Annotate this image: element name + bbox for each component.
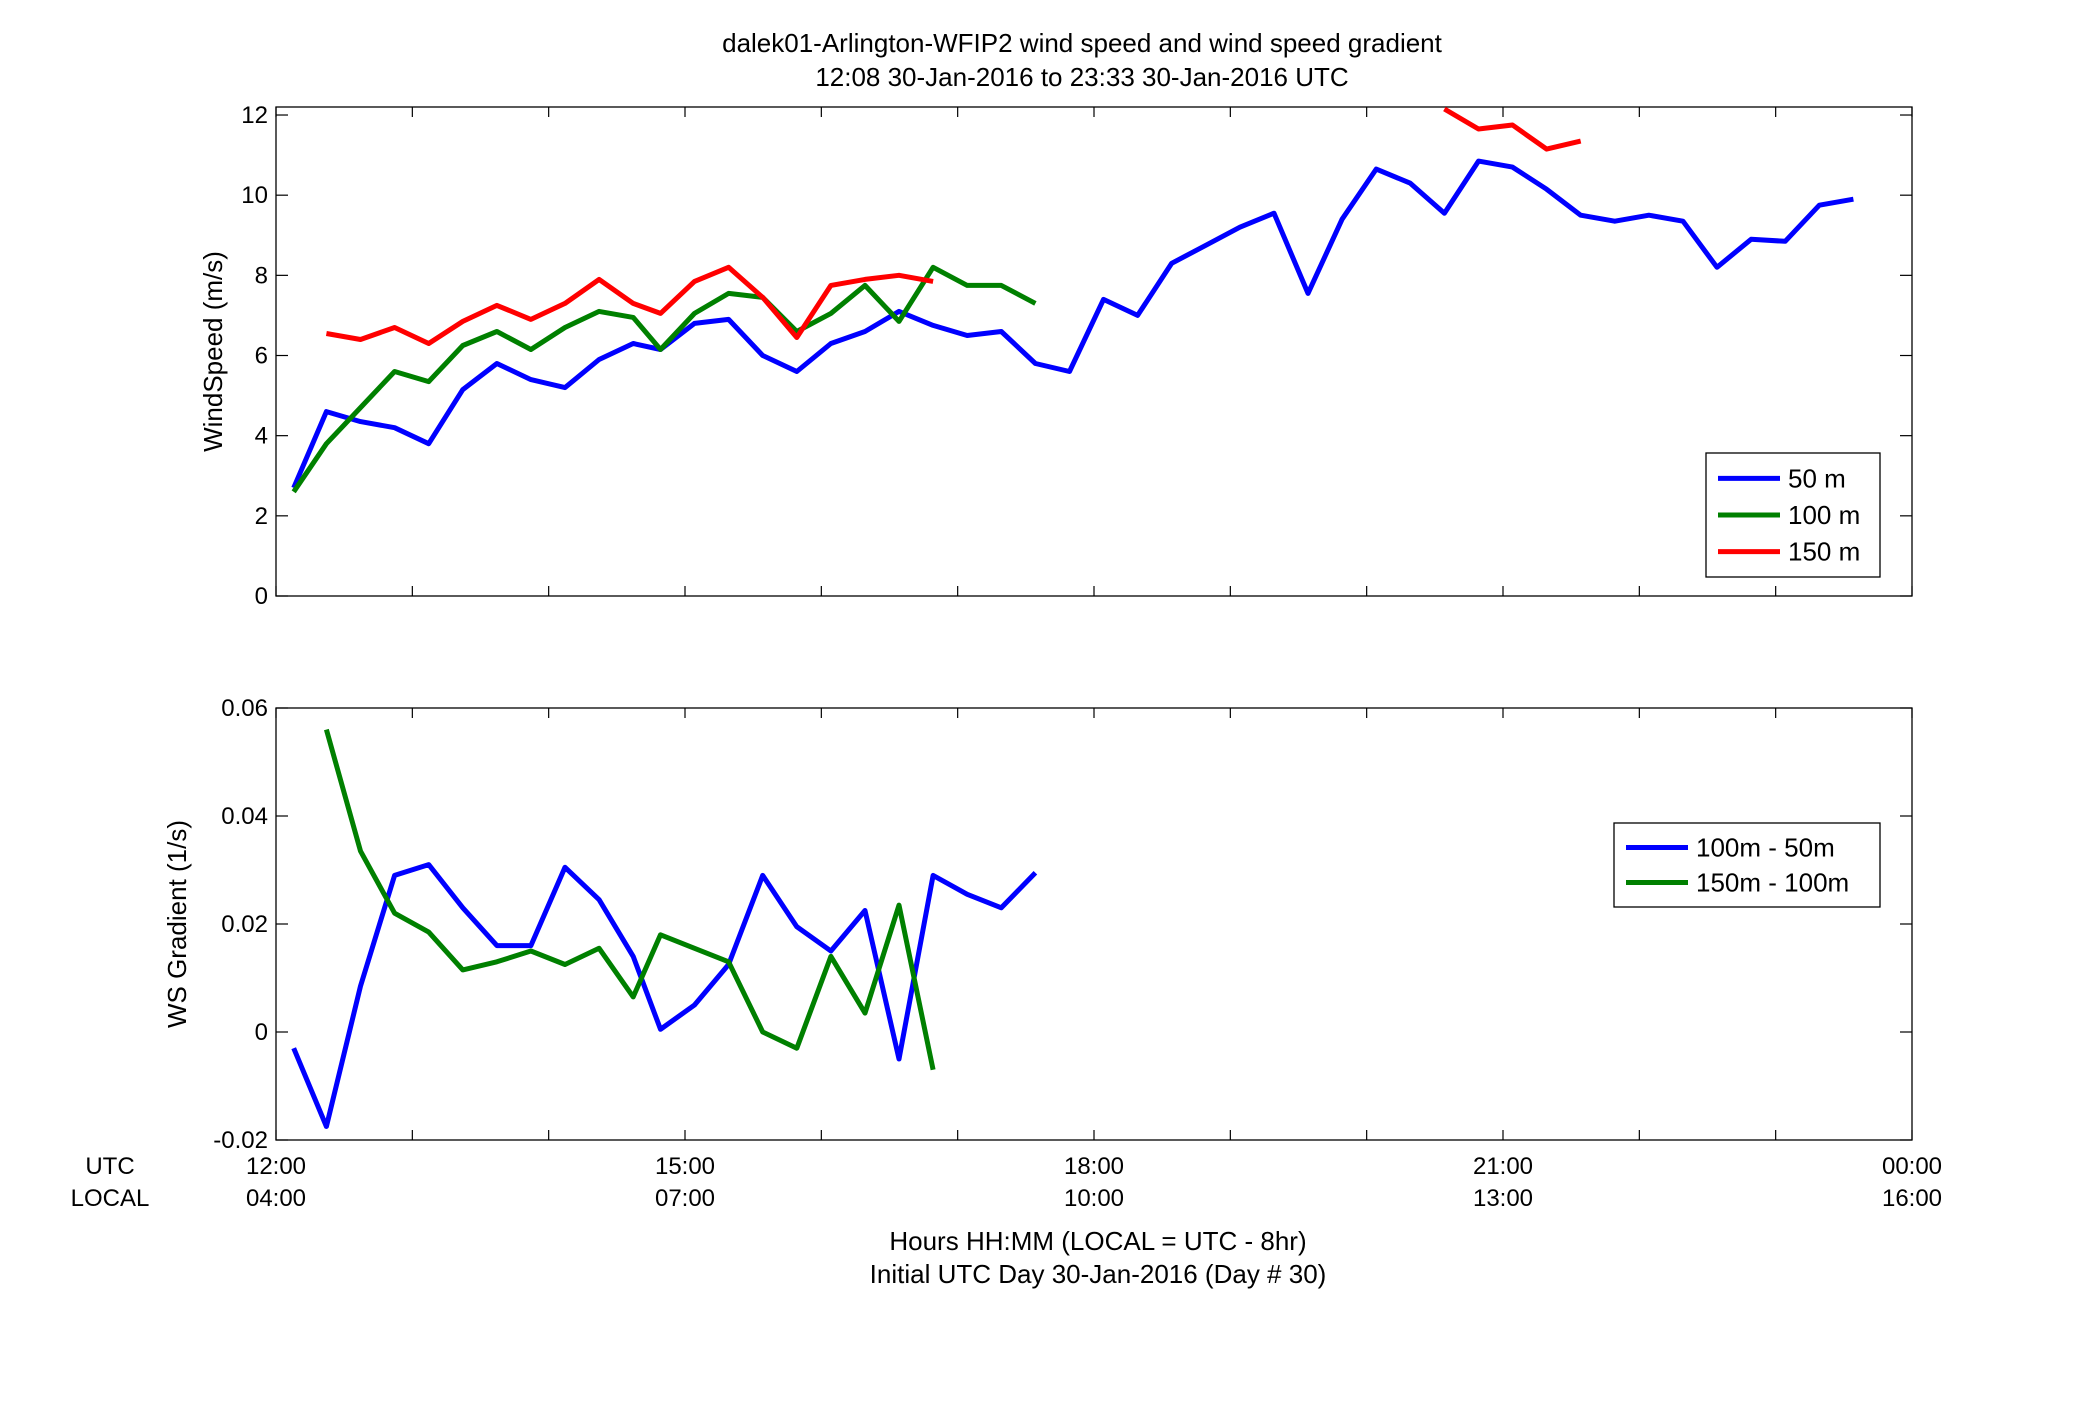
chart-title-line1: dalek01-Arlington-WFIP2 wind speed and w… [722,28,1443,58]
y-tick-label: 0 [255,583,268,610]
y-tick-label: 0.06 [221,695,268,722]
x-axis-label-line1: Hours HH:MM (LOCAL = UTC - 8hr) [889,1226,1306,1256]
legend-box [1613,822,1881,908]
plot-frame [275,106,1913,597]
legend-label-0: 50 m [1788,463,1846,493]
y-tick-label: 10 [241,182,268,209]
plot-frame [275,707,1913,1141]
x-tick-label-utc: 00:00 [1882,1153,1942,1180]
series-line-0 [291,862,1038,1129]
legend-label-1: 150m - 100m [1696,868,1849,898]
y-tick-label: 8 [255,262,268,289]
legend-label-0: 100m - 50m [1696,833,1835,863]
gradient-panel: -0.02 0 0.02 0.04 0.06 WS Gradient (1/s) 12:00… [162,695,1942,1212]
x-tick-label-utc: 21:00 [1473,1153,1533,1180]
y-axis-label: WS Gradient (1/s) [162,820,192,1028]
y-tick-label: 6 [255,343,268,370]
x-tick-label-utc: 12:00 [246,1153,306,1180]
utc-row-label: UTC [85,1153,134,1180]
legend-label-1: 100 m [1788,500,1860,530]
x-tick-label-local: 04:00 [246,1185,306,1212]
series-line-1 [323,728,936,1071]
x-tick-label-local: 10:00 [1064,1185,1124,1212]
x-tick-label-utc: 18:00 [1064,1153,1124,1180]
x-tick-label-local: 07:00 [655,1185,715,1212]
y-tick-label: 2 [255,503,268,530]
series-line-1 [291,264,1037,494]
x-axis-label-line2: Initial UTC Day 30-Jan-2016 (Day # 30) [870,1259,1327,1289]
y-tick-label: 0 [255,1019,268,1046]
chart-title-line2: 12:08 30-Jan-2016 to 23:33 30-Jan-2016 U… [815,62,1348,92]
y-tick-label: 12 [241,102,268,129]
local-row-label: LOCAL [71,1185,150,1212]
series-line-0 [291,158,1854,489]
windspeed-panel: 0 2 4 6 8 10 12 WindSpeed (m/s) 50 m 100 m 150 m [198,102,1913,610]
y-tick-label: 0.04 [221,803,268,830]
x-tick-label-local: 13:00 [1473,1185,1533,1212]
y-tick-label: 0.02 [221,911,268,938]
legend-label-2: 150 m [1788,537,1860,567]
series-line-2 [325,107,1582,346]
x-tick-label-utc: 15:00 [655,1153,715,1180]
y-axis-label: WindSpeed (m/s) [198,251,228,452]
y-tick-label: 4 [255,423,268,450]
y-tick-label: -0.02 [213,1127,268,1154]
x-tick-label-local: 16:00 [1882,1185,1942,1212]
